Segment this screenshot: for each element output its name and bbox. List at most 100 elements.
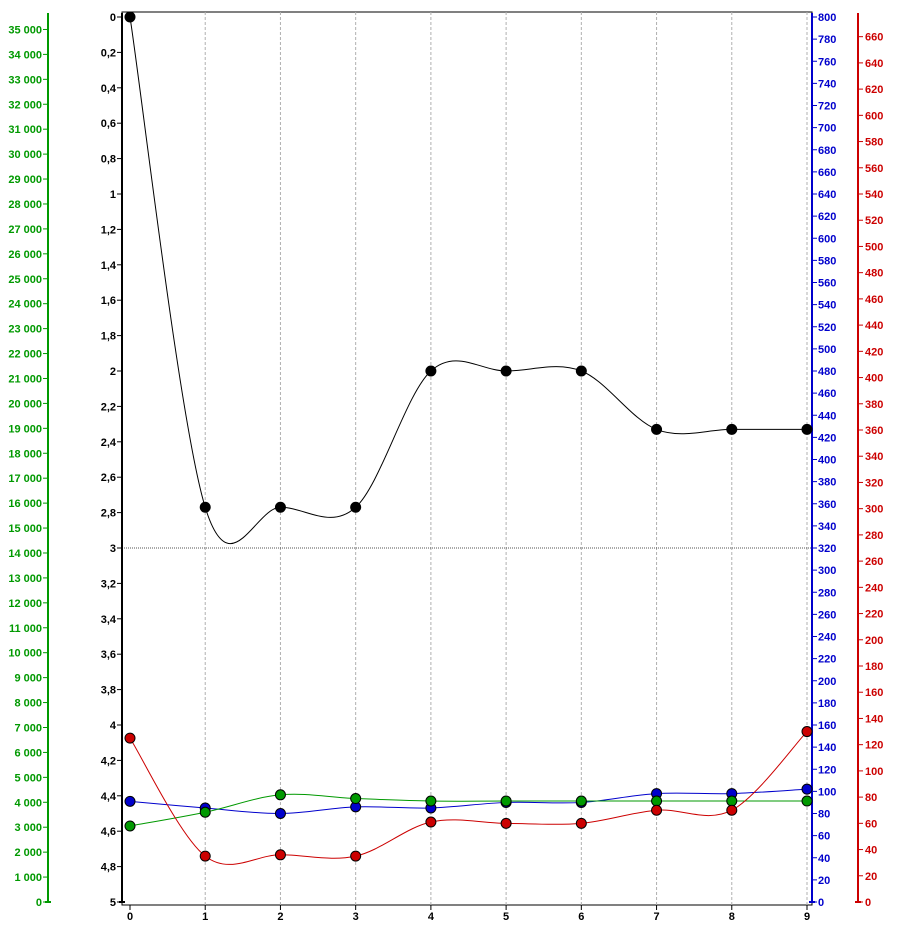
- blue_right-tick-label-10: 200: [818, 676, 836, 688]
- black_inner_inverted-tick-label-6: 1,2: [101, 224, 116, 236]
- green_left-tick-label-11: 11 000: [9, 623, 42, 635]
- green_left-tick-label-32: 32 000: [8, 99, 42, 111]
- series-3-point-2: [274, 849, 286, 861]
- series-3-point-0: [124, 732, 136, 744]
- series-2-point-0: [124, 820, 136, 832]
- green_left-tick-label-31: 31 000: [8, 124, 42, 136]
- green_left-tick-label-34: 34 000: [8, 49, 42, 61]
- series-2-point-4: [425, 795, 437, 807]
- black_inner_inverted-tick-label-14: 2,8: [101, 508, 116, 520]
- black_inner_inverted-tick-label-7: 1,4: [101, 260, 117, 272]
- series-1-point-2: [274, 808, 286, 819]
- black_inner_inverted-tick-label-25: 5: [110, 897, 116, 909]
- red_far_right-tick-label-28: 560: [865, 163, 883, 175]
- black_inner_inverted-tick-label-24: 4,8: [101, 862, 116, 874]
- red_far_right-tick-label-30: 600: [865, 110, 883, 122]
- green_left-tick-label-21: 21 000: [8, 373, 42, 385]
- black_inner_inverted-tick-label-0: 0: [110, 12, 116, 24]
- series-2-point-6: [575, 795, 587, 807]
- x-tick-label-9: 9: [804, 911, 810, 923]
- green_left-tick-label-17: 17 000: [8, 473, 42, 485]
- green_left-tick-label-8: 8 000: [14, 698, 42, 710]
- red_far_right-tick-label-13: 260: [865, 556, 883, 568]
- blue_right-tick-label-27: 540: [818, 300, 836, 312]
- series-0: [124, 11, 813, 545]
- green_left-tick-label-6: 6 000: [14, 747, 42, 759]
- blue_right-tick-label-9: 180: [818, 698, 836, 710]
- blue_right-tick-label-31: 620: [818, 211, 836, 223]
- green_left-tick-label-35: 35 000: [8, 24, 42, 36]
- series-3-point-8: [726, 804, 738, 816]
- x-tick-label-2: 2: [277, 911, 283, 923]
- red_far_right-tick-label-7: 140: [865, 713, 883, 725]
- series-2-point-2: [274, 789, 286, 801]
- black_inner_inverted-tick-label-16: 3,2: [101, 578, 116, 590]
- blue_right-tick-label-36: 720: [818, 101, 836, 113]
- red_far_right-tick-label-4: 80: [865, 792, 877, 804]
- series-2-line: [129, 793, 807, 827]
- green_left-tick-label-3: 3 000: [14, 822, 42, 834]
- black_inner_inverted-tick-label-13: 2,6: [101, 472, 116, 484]
- red_far_right-tick-label-10: 200: [865, 635, 883, 647]
- blue_right-tick-label-4: 80: [818, 809, 830, 821]
- red_far_right-tick-label-31: 620: [865, 84, 883, 96]
- blue_right-tick-label-8: 160: [818, 720, 836, 732]
- green_left-tick-label-19: 19 000: [8, 423, 42, 435]
- red_far_right-tick-label-8: 160: [865, 687, 883, 699]
- black_inner_inverted-tick-label-3: 0,6: [101, 118, 116, 130]
- blue_right-tick-label-26: 520: [818, 322, 836, 334]
- black_inner_inverted-tick-label-18: 3,6: [101, 649, 116, 661]
- green_left-tick-label-29: 29 000: [8, 174, 42, 186]
- black_inner_inverted-tick-label-21: 4,2: [101, 755, 116, 767]
- series-0-point-8: [726, 423, 738, 435]
- series-1-line: [129, 788, 808, 815]
- black_inner_inverted-tick-label-17: 3,4: [101, 614, 117, 626]
- x-tick-label-8: 8: [729, 911, 735, 923]
- red_far_right-tick-label-12: 240: [865, 582, 883, 594]
- green_left-tick-label-26: 26 000: [8, 249, 42, 261]
- blue_right-tick-label-35: 700: [818, 123, 836, 135]
- green_left-tick-label-23: 23 000: [8, 324, 42, 336]
- series-0-point-5: [500, 365, 512, 377]
- series-3-point-4: [425, 816, 437, 828]
- blue_right-tick-label-5: 100: [818, 786, 836, 798]
- green_left-tick-label-14: 14 000: [8, 548, 42, 560]
- red_far_right-tick-label-16: 320: [865, 477, 883, 489]
- blue_right-tick-label-6: 120: [818, 764, 836, 776]
- blue_right-tick-label-7: 140: [818, 742, 836, 754]
- red_far_right-tick-label-23: 460: [865, 294, 883, 306]
- blue_right-tick-label-34: 680: [818, 145, 836, 157]
- black_inner_inverted-tick-label-2: 0,4: [101, 83, 117, 95]
- green_left-tick-label-33: 33 000: [8, 74, 42, 86]
- x-tick-label-7: 7: [653, 911, 659, 923]
- blue_right-tick-label-17: 340: [818, 521, 836, 533]
- black_inner_inverted-tick-label-5: 1: [110, 189, 116, 201]
- series-2: [124, 789, 813, 832]
- series-3-line: [129, 731, 808, 865]
- blue_right-tick-label-3: 60: [818, 831, 830, 843]
- red_far_right-tick-label-14: 280: [865, 530, 883, 542]
- green_left-tick-label-7: 7 000: [14, 722, 42, 734]
- blue_right-tick-label-39: 780: [818, 34, 836, 46]
- red_far_right-tick-label-19: 380: [865, 399, 883, 411]
- series-1-point-9: [801, 783, 813, 795]
- black_inner_inverted-tick-label-1: 0,2: [101, 47, 116, 59]
- green_left-tick-label-24: 24 000: [8, 299, 42, 311]
- green_left-tick-label-18: 18 000: [8, 448, 42, 460]
- blue_right-tick-label-22: 440: [818, 410, 836, 422]
- red_far_right-tick-label-2: 40: [865, 845, 877, 857]
- red_far_right-tick-label-33: 660: [865, 32, 883, 44]
- series-2-point-1: [199, 806, 211, 818]
- black_inner_inverted-tick-label-19: 3,8: [101, 685, 116, 697]
- series-2-point-9: [801, 795, 813, 807]
- x-tick-label-3: 3: [353, 911, 359, 923]
- green_left-tick-label-22: 22 000: [8, 349, 42, 361]
- x-tick-label-5: 5: [503, 911, 509, 923]
- red_far_right-tick-label-32: 640: [865, 58, 883, 70]
- blue_right-tick-label-2: 40: [818, 853, 830, 865]
- blue_right-tick-label-0: 0: [818, 897, 824, 909]
- green_left-tick-label-28: 28 000: [8, 199, 42, 211]
- blue_right-tick-label-30: 600: [818, 233, 836, 245]
- series-3-point-7: [651, 804, 663, 816]
